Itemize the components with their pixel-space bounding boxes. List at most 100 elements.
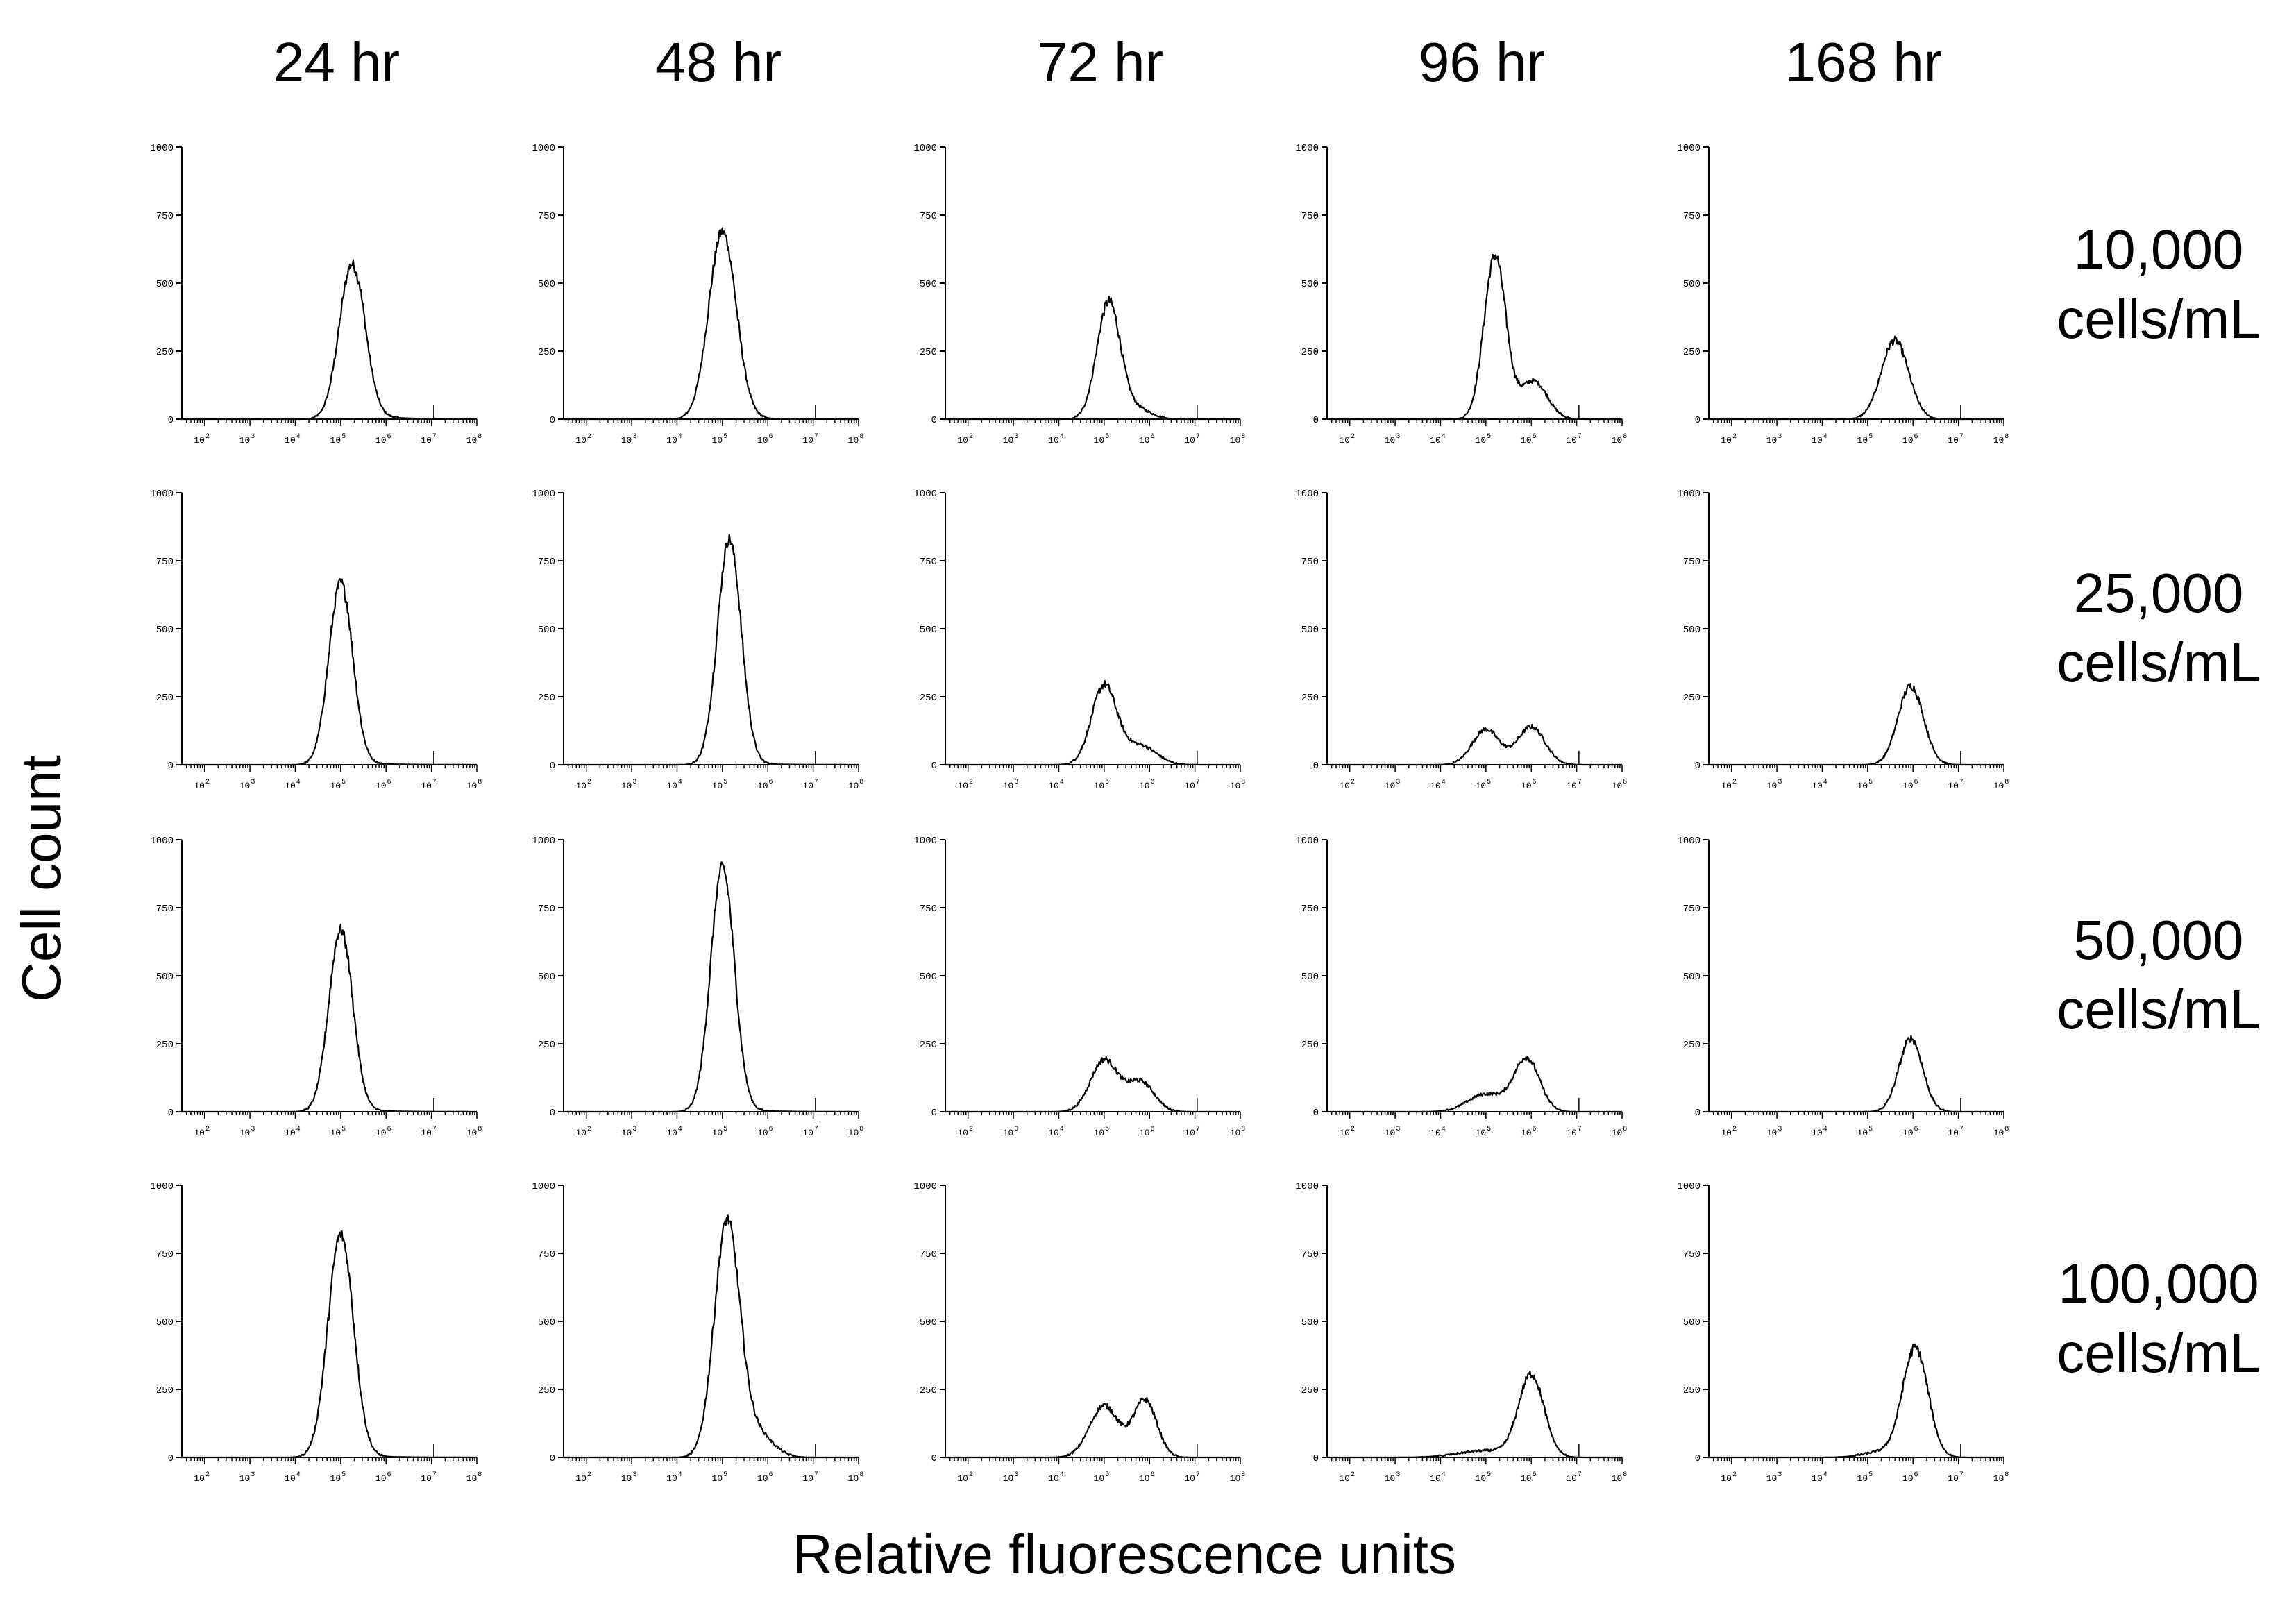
x-tick-label: 102 <box>1339 1126 1355 1138</box>
x-tick-exponent: 2 <box>969 779 973 786</box>
x-tick-label: 104 <box>1430 1126 1446 1138</box>
panel-r0-c4: 0 250 500 750 1000 102 103 104 105 106 107 108 <box>1677 143 2009 446</box>
panel-r3-c2: 0 250 500 750 1000 102 103 104 105 106 107 108 <box>913 1181 1245 1484</box>
panel-r3-c3: 0 250 500 750 1000 102 103 104 105 106 107 108 <box>1295 1181 1627 1484</box>
column-title-48hr: 48 hr <box>655 31 782 93</box>
x-tick-exponent: 7 <box>1959 779 1964 786</box>
x-tick-exponent: 5 <box>1868 433 1873 441</box>
y-tick-label: 1000 <box>532 836 555 847</box>
x-tick-exponent: 6 <box>1533 1126 1537 1133</box>
x-tick-label: 105 <box>330 1126 346 1138</box>
x-tick-label: 104 <box>1430 433 1446 446</box>
x-tick-label: 107 <box>1184 779 1200 791</box>
x-tick-exponent: 2 <box>1732 779 1737 786</box>
y-tick-label: 250 <box>1683 693 1700 704</box>
x-tick-exponent: 2 <box>1351 1471 1355 1479</box>
x-tick-label: 106 <box>757 433 773 446</box>
x-tick-exponent: 6 <box>387 779 391 786</box>
x-tick-exponent: 6 <box>769 433 773 441</box>
y-tick-label: 250 <box>1301 347 1319 358</box>
x-tick-exponent: 6 <box>1533 433 1537 441</box>
y-tick-label: 0 <box>1313 415 1319 426</box>
x-tick-exponent: 4 <box>678 1126 682 1133</box>
x-tick-exponent: 3 <box>1778 1126 1782 1133</box>
y-tick-label: 750 <box>1301 557 1319 568</box>
x-tick-exponent: 8 <box>859 433 863 441</box>
x-tick-exponent: 8 <box>1241 779 1245 786</box>
x-tick-label: 103 <box>1003 1471 1019 1484</box>
panel-r2-c1: 0 250 500 750 1000 102 103 104 105 106 107 108 <box>532 836 863 1138</box>
x-tick-exponent: 2 <box>1351 1126 1355 1133</box>
histogram-trace <box>1708 1035 2004 1113</box>
x-tick-exponent: 5 <box>1868 1471 1873 1479</box>
x-tick-label: 108 <box>1993 433 2009 446</box>
x-tick-label: 108 <box>1230 433 1246 446</box>
x-tick-exponent: 2 <box>587 1471 591 1479</box>
y-tick-label: 250 <box>538 1385 555 1396</box>
x-tick-label: 102 <box>957 779 973 791</box>
x-tick-label: 108 <box>1993 1126 2009 1138</box>
x-tick-label: 107 <box>802 1471 818 1484</box>
y-tick-label: 0 <box>931 761 937 772</box>
y-tick-label: 750 <box>1301 211 1319 222</box>
x-tick-label: 102 <box>1721 433 1737 446</box>
x-tick-exponent: 5 <box>1105 779 1109 786</box>
y-tick-label: 0 <box>550 1108 555 1119</box>
x-tick-exponent: 5 <box>1868 779 1873 786</box>
x-tick-label: 104 <box>1048 1471 1064 1484</box>
x-tick-label: 107 <box>421 1471 437 1484</box>
x-tick-label: 106 <box>1139 1471 1155 1484</box>
x-tick-label: 107 <box>1184 1126 1200 1138</box>
y-tick-label: 1000 <box>150 489 174 500</box>
x-tick-exponent: 2 <box>969 1126 973 1133</box>
histogram-trace <box>1326 1056 1623 1113</box>
x-tick-exponent: 6 <box>1151 779 1155 786</box>
y-tick-label: 1000 <box>1295 143 1319 154</box>
histogram-trace <box>945 1396 1241 1459</box>
x-tick-exponent: 3 <box>1396 1471 1400 1479</box>
x-tick-label: 103 <box>1766 1471 1782 1484</box>
x-tick-label: 106 <box>757 1126 773 1138</box>
y-tick-label: 750 <box>920 904 937 915</box>
x-tick-label: 108 <box>466 433 482 446</box>
panel-r2-c0: 0 250 500 750 1000 102 103 104 105 106 107 108 <box>150 836 482 1138</box>
panel-r0-c3: 0 250 500 750 1000 102 103 104 105 106 107 108 <box>1295 143 1627 446</box>
x-tick-label: 106 <box>757 1471 773 1484</box>
y-tick-label: 0 <box>168 761 174 772</box>
x-tick-label: 106 <box>1521 779 1537 791</box>
x-tick-exponent: 7 <box>814 1471 818 1479</box>
x-tick-exponent: 3 <box>1778 1471 1782 1479</box>
x-tick-label: 106 <box>1902 779 1918 791</box>
x-tick-label: 107 <box>1948 779 1964 791</box>
x-tick-exponent: 8 <box>859 1126 863 1133</box>
row-label-50000-unit: cells/mL <box>2057 979 2261 1040</box>
x-tick-exponent: 2 <box>587 433 591 441</box>
y-tick-label: 750 <box>538 211 555 222</box>
x-tick-label: 104 <box>1048 779 1064 791</box>
x-tick-label: 104 <box>666 433 682 446</box>
x-tick-exponent: 3 <box>632 1126 636 1133</box>
x-tick-label: 102 <box>194 1471 210 1484</box>
x-tick-label: 102 <box>1721 779 1737 791</box>
x-tick-label: 102 <box>575 779 591 791</box>
panel-r1-c1: 0 250 500 750 1000 102 103 104 105 106 107 108 <box>532 489 863 791</box>
panel-r2-c3: 0 250 500 750 1000 102 103 104 105 106 107 108 <box>1295 836 1627 1138</box>
x-tick-label: 103 <box>621 433 637 446</box>
x-tick-exponent: 8 <box>859 779 863 786</box>
x-tick-exponent: 3 <box>251 433 255 441</box>
panel-r3-c1: 0 250 500 750 1000 102 103 104 105 106 107 108 <box>532 1181 863 1484</box>
x-tick-exponent: 8 <box>1623 1471 1627 1479</box>
y-tick-label: 500 <box>538 279 555 290</box>
x-tick-exponent: 6 <box>387 433 391 441</box>
x-tick-exponent: 6 <box>387 1471 391 1479</box>
x-tick-label: 104 <box>1812 1126 1827 1138</box>
y-tick-label: 1000 <box>913 836 937 847</box>
x-tick-exponent: 3 <box>251 1126 255 1133</box>
y-tick-label: 500 <box>156 1317 174 1328</box>
x-tick-exponent: 7 <box>814 779 818 786</box>
x-tick-label: 105 <box>1857 1471 1873 1484</box>
x-tick-label: 102 <box>575 433 591 446</box>
x-tick-label: 102 <box>194 779 210 791</box>
x-axis-title: Relative fluorescence units <box>792 1523 1457 1585</box>
row-label-100000-unit: cells/mL <box>2057 1322 2261 1384</box>
